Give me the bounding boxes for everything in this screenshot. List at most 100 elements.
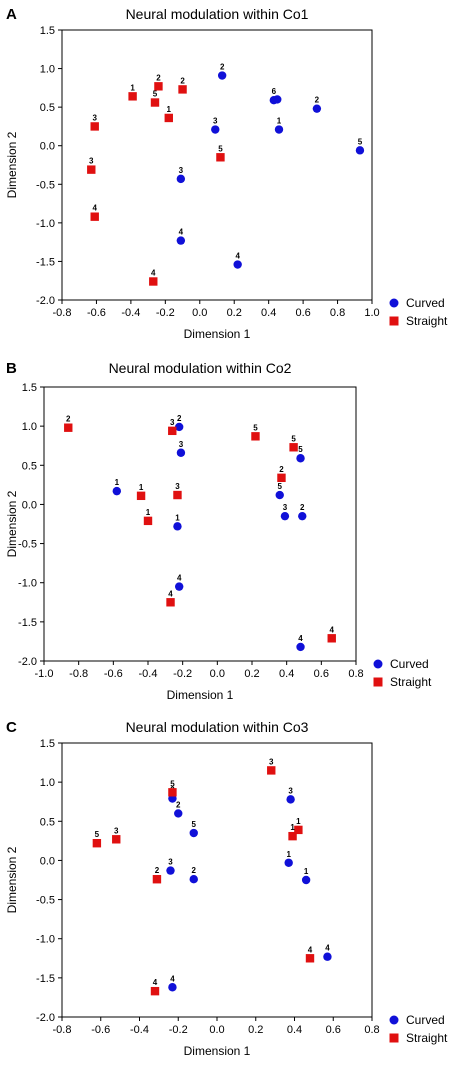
straight-point — [168, 788, 177, 797]
straight-point — [178, 85, 187, 94]
point-label: 5 — [153, 90, 158, 99]
curved-point — [175, 422, 184, 432]
y-tick-label: -1.5 — [36, 256, 55, 268]
point-label: 3 — [283, 503, 288, 512]
curved-point — [296, 454, 305, 463]
y-tick-label: -0.5 — [36, 179, 55, 191]
plot-frame — [61, 742, 373, 1018]
point-label: 3 — [288, 786, 293, 795]
point-label: 1 — [167, 105, 172, 114]
y-tick-label: 0.5 — [22, 460, 37, 472]
curved-point — [355, 146, 365, 155]
point-label: 4 — [153, 978, 158, 987]
point-label: 4 — [298, 634, 303, 643]
point-label: 2 — [220, 63, 225, 72]
x-axis-title: Dimension 1 — [167, 688, 234, 702]
point-label: 4 — [92, 204, 97, 213]
point-label: 2 — [155, 866, 160, 875]
curved-point — [298, 511, 307, 521]
point-label: 5 — [291, 434, 296, 443]
x-tick-label: -0.4 — [130, 1024, 149, 1036]
curved-point — [176, 174, 186, 184]
point-label: 1 — [146, 508, 151, 517]
y-tick-label: 0.5 — [40, 102, 55, 114]
point-label: 2 — [176, 800, 181, 809]
point-label: 3 — [114, 826, 119, 835]
y-tick-label: -2.0 — [18, 656, 37, 668]
x-tick-label: -0.2 — [169, 1024, 188, 1036]
point-label: 5 — [278, 482, 283, 491]
point-label: 2 — [300, 503, 305, 512]
straight-point — [251, 432, 260, 441]
x-tick-label: -1.0 — [35, 668, 54, 680]
x-tick-label: 0.8 — [330, 307, 345, 319]
straight-point — [154, 82, 163, 91]
straight-point — [168, 426, 177, 436]
x-tick-label: 0.4 — [261, 307, 276, 319]
panel-b: B Neural modulation within Co2 -1.0 -0.8 -0.… — [5, 360, 432, 702]
panel-a: A Neural modulation within Co1 -0.8 -0.6 -0.… — [5, 6, 448, 341]
chart-title: Neural modulation within Co2 — [109, 360, 292, 376]
curved-point — [284, 858, 293, 867]
point-label: 1 — [290, 823, 295, 832]
chart-title: Neural modulation within Co3 — [126, 719, 309, 735]
point-label: 4 — [168, 589, 173, 598]
x-tick-label: 1.0 — [364, 307, 379, 319]
point-label: 4 — [330, 625, 335, 634]
y-axis-title: Dimension 2 — [5, 846, 19, 913]
straight-point — [216, 153, 225, 162]
legend-label: Curved — [406, 1013, 445, 1027]
point-label: 4 — [235, 252, 240, 261]
x-tick-label: 0.6 — [295, 307, 310, 319]
point-label: 1 — [115, 478, 120, 487]
straight-point — [166, 598, 175, 607]
x-tick-label: 0.6 — [326, 1024, 341, 1036]
point-label: 2 — [66, 415, 71, 424]
panel-letter: C — [6, 719, 17, 736]
y-tick-label: -1.0 — [18, 578, 37, 590]
y-tick-label: -1.5 — [36, 973, 55, 985]
y-tick-label: 1.5 — [22, 382, 37, 394]
straight-point — [288, 831, 297, 841]
straight-point — [173, 490, 182, 500]
curved-point — [176, 448, 186, 457]
y-tick-label: 1.0 — [40, 64, 55, 76]
y-tick-label: 1.0 — [22, 421, 37, 433]
plot-frame — [61, 29, 373, 301]
point-label: 5 — [298, 445, 303, 454]
y-tick-label: -1.0 — [36, 934, 55, 946]
y-tick-label: -2.0 — [36, 295, 55, 307]
x-tick-label: 0.4 — [287, 1024, 302, 1036]
x-tick-label: 0.8 — [364, 1024, 379, 1036]
x-tick-label: -0.2 — [173, 668, 192, 680]
curved-point — [323, 952, 332, 961]
point-label: 6 — [272, 87, 277, 96]
y-tick-label: 1.0 — [40, 777, 55, 789]
x-tick-label: 0.0 — [209, 1024, 224, 1036]
point-label: 5 — [170, 779, 175, 788]
y-tick-label: 0.0 — [22, 499, 37, 511]
y-tick-label: -0.5 — [18, 539, 37, 551]
curved-point — [112, 486, 122, 496]
point-label: 1 — [304, 867, 309, 876]
y-tick-label: -0.5 — [36, 895, 55, 907]
x-tick-label: 0.8 — [348, 668, 363, 680]
panel-letter: B — [6, 360, 17, 377]
straight-point — [277, 473, 286, 483]
point-label: 2 — [279, 465, 284, 474]
curved-point — [174, 809, 183, 818]
point-label: 4 — [308, 945, 313, 954]
point-label: 5 — [218, 144, 223, 153]
legend-marker-curved — [389, 1015, 399, 1025]
curved-point — [233, 260, 242, 269]
curved-point — [175, 582, 184, 591]
point-label: 3 — [92, 113, 97, 122]
point-label: 2 — [180, 76, 185, 85]
straight-point — [289, 443, 298, 452]
y-tick-label: 1.5 — [40, 738, 55, 750]
point-label: 1 — [139, 483, 144, 492]
point-label: 5 — [192, 820, 197, 829]
legend-label: Straight — [406, 314, 448, 328]
legend-label: Curved — [390, 657, 429, 671]
